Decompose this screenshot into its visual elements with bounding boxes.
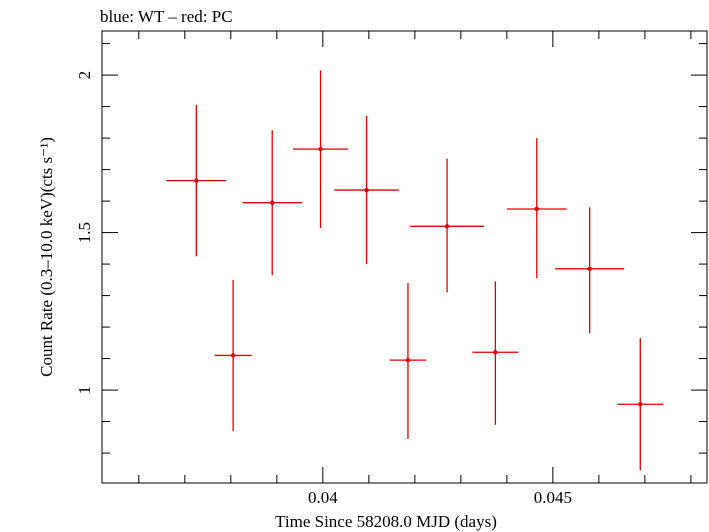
data-point — [555, 207, 625, 334]
data-point — [214, 279, 252, 432]
axis-tick-labels: 0.04 0.045 1 1.5 2 — [75, 71, 572, 507]
point-marker — [364, 187, 369, 193]
data-point — [242, 130, 303, 276]
data-point — [166, 105, 227, 257]
point-marker — [405, 357, 411, 363]
point-marker — [534, 206, 539, 212]
point-marker — [444, 224, 450, 229]
data-point — [617, 338, 664, 471]
data-point — [506, 138, 567, 279]
point-marker — [493, 350, 498, 355]
data-points — [166, 70, 664, 471]
data-point — [292, 70, 349, 228]
y-tick-label: 1.5 — [75, 222, 94, 243]
data-point — [334, 116, 399, 265]
point-marker — [194, 178, 199, 183]
data-point — [472, 281, 519, 425]
point-marker — [587, 266, 592, 272]
y-axis-label: Count Rate (0.3–10.0 keV)(cts s⁻¹) — [37, 137, 56, 377]
x-tick-label: 0.045 — [534, 488, 572, 507]
point-marker — [270, 200, 275, 205]
axis-ticks — [102, 31, 707, 483]
point-marker — [318, 146, 323, 152]
y-tick-label: 1 — [75, 386, 94, 395]
x-tick-label: 0.04 — [308, 488, 338, 507]
point-marker — [230, 353, 236, 358]
y-tick-label: 2 — [75, 71, 94, 80]
plot-frame — [101, 30, 708, 484]
data-point — [389, 282, 427, 439]
data-point — [410, 158, 484, 293]
point-marker — [638, 402, 643, 407]
chart-title: blue: WT – red: PC — [100, 7, 233, 26]
x-axis-label: Time Since 58208.0 MJD (days) — [275, 512, 497, 531]
